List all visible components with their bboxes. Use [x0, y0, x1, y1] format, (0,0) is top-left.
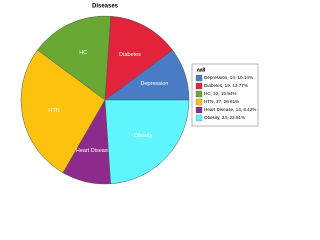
legend-label: Diabetes, 19, 13.77%	[204, 83, 248, 88]
legend-label: HTN, 37, 26.81%	[204, 99, 239, 104]
legend-label: Obesity, 33, 23.91%	[204, 115, 245, 120]
legend-swatch	[195, 82, 203, 90]
legend-swatch	[195, 90, 203, 98]
pie-slice	[20, 49, 106, 174]
pie-slice	[37, 15, 111, 101]
pie-slice	[104, 15, 173, 101]
legend-label: Depression, 14, 10.14%	[204, 75, 253, 80]
slice-label: Heart Disease	[76, 148, 111, 154]
chart-title: Diseases	[92, 4, 119, 10]
legend-title: aa8	[197, 67, 206, 73]
slice-label: Diabetes	[119, 52, 141, 58]
legend-label: HC, 22, 15.94%	[204, 91, 236, 96]
legend-label: Heart Disease, 13, 9.42%	[204, 107, 256, 112]
slice-label: HTN	[48, 108, 59, 114]
legend-box	[191, 63, 259, 127]
pie-slice	[104, 99, 190, 185]
slice-label: Obesity	[134, 133, 153, 139]
slice-label: Depression	[141, 81, 169, 87]
legend-swatch	[195, 98, 203, 106]
legend-swatch	[195, 106, 203, 114]
slice-label: HC	[79, 50, 87, 56]
legend-swatch	[195, 114, 203, 122]
legend-swatch	[195, 74, 203, 82]
chart: Diseases aa8 Depression Diabetes HC HTN Hear…	[20, 4, 259, 185]
